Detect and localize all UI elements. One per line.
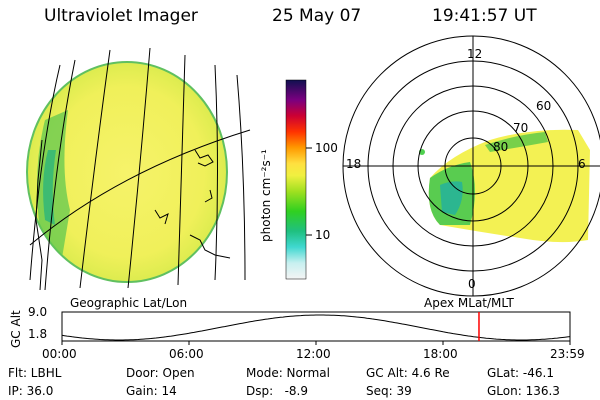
status-gc-alt: GC Alt: 4.6 Re — [366, 366, 450, 380]
status-mode: Mode: Normal — [246, 366, 330, 380]
status-flt: Flt: LBHL — [8, 366, 62, 380]
colorbar-unit-label: photon cm⁻²s⁻¹ — [259, 149, 273, 242]
time-tick-2359: 23:59 — [550, 347, 585, 361]
apex-projection-label: Apex MLat/MLT — [424, 296, 514, 310]
time-tick-0600: 06:00 — [169, 347, 204, 361]
lat-label-60: 60 — [536, 99, 552, 113]
lat-label-70: 70 — [513, 121, 529, 135]
status-dsp: Dsp: -8.9 — [246, 384, 309, 398]
coastline — [35, 139, 231, 291]
geographic-projection-label: Geographic Lat/Lon — [70, 296, 188, 310]
status-door: Door: Open — [126, 366, 195, 380]
mlt-label-18: 18 — [346, 157, 362, 171]
lat-label-80: 80 — [493, 140, 509, 154]
polar-plot — [342, 35, 600, 297]
status-glat: GLat: -46.1 — [487, 366, 554, 380]
status-glon: GLon: 136.3 — [487, 384, 560, 398]
time-label: 19:41:57 UT — [432, 6, 537, 26]
geographic-image — [26, 47, 251, 291]
instrument-title: Ultraviolet Imager — [44, 6, 198, 26]
date-label: 25 May 07 — [272, 6, 362, 26]
mlt-label-12: 12 — [467, 47, 483, 61]
mlt-label-6: 6 — [578, 157, 586, 171]
status-seq: Seq: 39 — [366, 384, 412, 398]
status-ip: IP: 36.0 — [8, 384, 54, 398]
altitude-plot — [61, 311, 571, 345]
colorbar — [285, 79, 312, 280]
colorbar-tick-10: 10 — [315, 228, 331, 242]
colorbar-tick-100: 100 — [315, 141, 338, 155]
time-tick-1800: 18:00 — [423, 347, 458, 361]
alt-tick-9: 9.0 — [28, 305, 48, 319]
status-gain: Gain: 14 — [126, 384, 177, 398]
alt-tick-1-8: 1.8 — [28, 327, 48, 341]
time-tick-1200: 12:00 — [296, 347, 331, 361]
mlt-label-0: 0 — [468, 277, 476, 291]
time-tick-0000: 00:00 — [42, 347, 77, 361]
meridian-lines — [29, 47, 251, 291]
altitude-axis-label: GC Alt — [9, 310, 23, 348]
